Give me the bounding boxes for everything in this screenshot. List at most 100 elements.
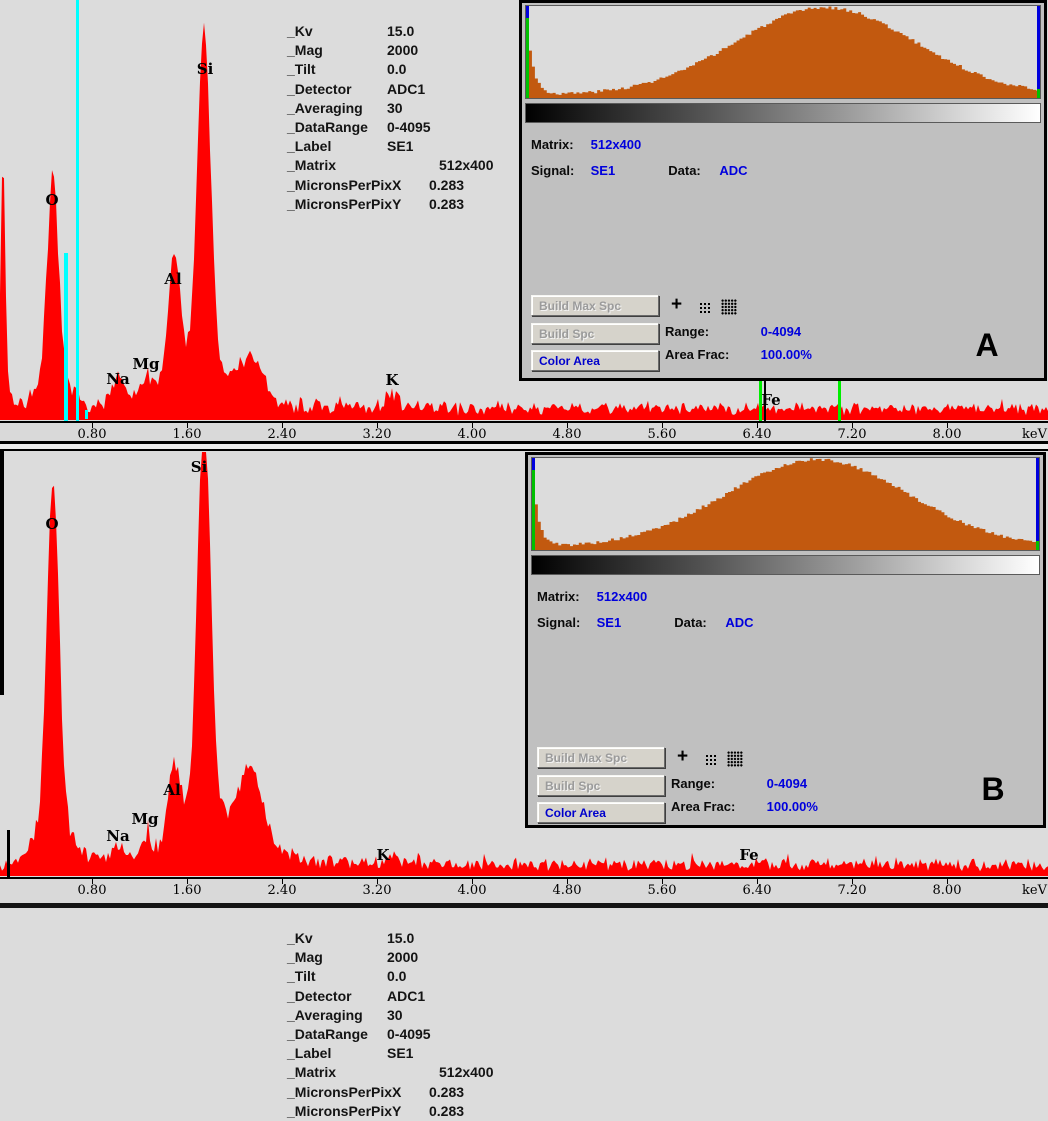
axis-tick-label: 4.80 <box>552 427 582 442</box>
range-label: Range: <box>671 776 716 791</box>
metadata-row: _Label SE1 <box>287 137 494 156</box>
histogram-left-blue-marker <box>532 458 535 470</box>
metadata-value: ADC1 <box>387 987 426 1004</box>
metadata-row: _Mag 2000 <box>287 948 494 967</box>
area-frac-value: 100.00% <box>766 799 818 814</box>
metadata-value: 0-4095 <box>387 118 431 135</box>
grayscale-gradient-bar[interactable] <box>531 555 1040 575</box>
axis-tick-label: 1.60 <box>172 427 202 442</box>
cursor-line[interactable] <box>7 830 10 877</box>
axis-tick <box>92 423 93 428</box>
area-frac-label: Area Frac: <box>665 347 730 362</box>
signal-row: Signal: SE1 Data: ADC <box>537 615 754 630</box>
metadata-label: _MicronsPerPixY <box>287 1102 402 1119</box>
grayscale-gradient-bar[interactable] <box>525 103 1041 123</box>
range-value: 0-4094 <box>760 324 802 339</box>
metadata-value: ADC1 <box>387 80 426 97</box>
klm-Fe-line[interactable] <box>838 376 841 421</box>
metadata-value: 512x400 <box>439 157 494 174</box>
metadata-value: SE1 <box>387 1045 414 1062</box>
panel-b-left-border <box>0 451 4 695</box>
metadata-row: _Label SE1 <box>287 1044 494 1063</box>
histogram-left-green-marker <box>526 18 529 98</box>
metadata-label: _Tilt <box>287 61 316 78</box>
element-label-o: O <box>45 515 59 533</box>
axis-tick <box>282 879 283 884</box>
axis-tick-label: 6.40 <box>742 427 772 442</box>
large-grid-icon[interactable] <box>721 299 737 315</box>
axis-tick <box>377 423 378 428</box>
metadata-row: _Averaging 30 <box>287 1006 494 1025</box>
range-row: Range: 0-4094 <box>671 776 807 791</box>
matrix-label: Matrix: <box>531 137 574 152</box>
axis-tick <box>282 423 283 428</box>
metadata-value: 0-4095 <box>387 1025 431 1042</box>
metadata-row: _Tilt 0.0 <box>287 60 494 79</box>
intensity-histogram-b[interactable] <box>531 457 1040 551</box>
small-grid-icon[interactable] <box>705 754 716 765</box>
plus-icon[interactable]: + <box>671 294 683 315</box>
build-spc-button[interactable]: Build Spc <box>531 323 659 344</box>
metadata-label: _Kv <box>287 23 313 39</box>
metadata-label: _Tilt <box>287 968 316 985</box>
axis-tick <box>472 423 473 428</box>
histogram-plot <box>526 6 1040 98</box>
signal-value: SE1 <box>590 163 616 178</box>
metadata-value: 2000 <box>387 42 419 59</box>
axis-tick <box>92 879 93 884</box>
metadata-row: _MicronsPerPixY 0.283 <box>287 1102 494 1121</box>
cursor-line[interactable] <box>64 253 68 421</box>
range-value: 0-4094 <box>766 776 808 791</box>
metadata-value: 15.0 <box>387 23 415 39</box>
small-grid-icon[interactable] <box>699 302 710 313</box>
build-max-spc-button[interactable]: Build Max Spc <box>531 295 659 316</box>
metadata-row: _Matrix 512x400 <box>287 1063 494 1082</box>
build-spc-button[interactable]: Build Spc <box>537 775 665 796</box>
area-frac-label: Area Frac: <box>671 799 736 814</box>
axis-tick-label: 2.40 <box>267 883 297 898</box>
spectrum-plot-b[interactable] <box>0 451 1048 877</box>
energy-axis-a: 0.80 1.60 2.40 3.20 4.00 4.80 5.60 6.40 7.20 8.00… <box>0 421 1048 442</box>
metadata-row: _DataRange 0-4095 <box>287 1025 494 1044</box>
build-max-spc-button[interactable]: Build Max Spc <box>537 747 665 768</box>
axis-tick <box>757 423 758 428</box>
spectrum-plot-a[interactable] <box>0 0 1048 421</box>
element-label-o: O <box>45 191 59 209</box>
cursor-line[interactable] <box>76 0 79 421</box>
cursor-line[interactable] <box>85 410 88 419</box>
axis-unit-label: keV <box>1022 427 1047 442</box>
axis-tick <box>662 879 663 884</box>
plus-icon[interactable]: + <box>677 746 689 767</box>
color-area-button[interactable]: Color Area <box>531 350 659 371</box>
axis-unit-label: keV <box>1022 883 1047 898</box>
metadata-row: _Detector ADC1 <box>287 80 494 99</box>
axis-tick-label: 7.20 <box>837 883 867 898</box>
metadata-value: 2000 <box>387 949 419 966</box>
element-label-al: Al <box>164 270 182 288</box>
image-inset-panel-a: Matrix: 512x400 Signal: SE1 Data: ADC Bu… <box>519 0 1047 381</box>
metadata-value: 30 <box>387 1006 403 1023</box>
axis-tick-label: 5.60 <box>647 427 677 442</box>
large-grid-icon[interactable] <box>727 751 743 767</box>
intensity-histogram-a[interactable] <box>525 5 1041 99</box>
metadata-row: _Averaging 30 <box>287 99 494 118</box>
data-label: Data: <box>674 615 707 630</box>
axis-tick-label: 3.20 <box>362 427 392 442</box>
axis-tick-label: 0.80 <box>77 883 107 898</box>
klm-Fe-line[interactable] <box>759 376 762 421</box>
color-area-button[interactable]: Color Area <box>537 802 665 823</box>
signal-value: SE1 <box>596 615 622 630</box>
data-label: Data: <box>668 163 701 178</box>
data-value: ADC <box>725 615 754 630</box>
cursor-line[interactable] <box>764 376 766 421</box>
metadata-value: 30 <box>387 99 403 116</box>
metadata-value: 0.0 <box>387 61 407 78</box>
matrix-label: Matrix: <box>537 589 580 604</box>
histogram-left-green-marker <box>532 470 535 550</box>
metadata-row: _Matrix 512x400 <box>287 156 494 175</box>
metadata-label: _Averaging <box>287 99 363 116</box>
axis-tick-label: 4.00 <box>457 883 487 898</box>
panel-divider <box>0 441 1048 451</box>
metadata-label: _DataRange <box>287 1025 368 1042</box>
